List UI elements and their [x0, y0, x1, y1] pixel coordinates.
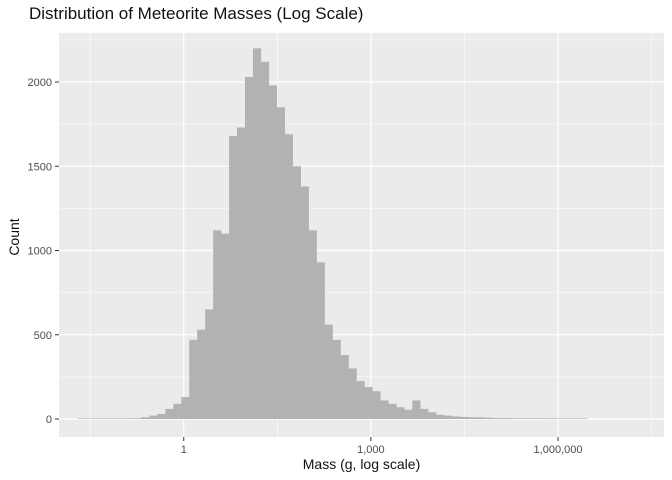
y-axis-label: Count — [6, 218, 22, 256]
histogram-bar — [356, 381, 365, 419]
histogram-bar — [117, 418, 126, 419]
histogram-bar — [491, 417, 501, 419]
histogram-bar — [348, 368, 357, 419]
histogram-bar — [292, 166, 301, 419]
histogram-bar — [340, 354, 349, 419]
histogram-bar — [252, 48, 262, 420]
histogram-bar — [109, 418, 118, 419]
histogram-bar — [396, 407, 405, 419]
histogram-bar — [436, 414, 445, 419]
histogram-bar — [205, 309, 214, 419]
histogram-bar — [244, 76, 254, 419]
chart-title: Distribution of Meteorite Masses (Log Sc… — [29, 4, 364, 23]
histogram-bar — [555, 418, 564, 419]
histogram-bar — [181, 397, 190, 419]
histogram-bar — [93, 418, 102, 419]
histogram-bar — [547, 418, 556, 419]
histogram-bar — [523, 418, 532, 419]
histogram-bar — [197, 329, 206, 419]
histogram-bar — [316, 262, 325, 419]
x-tick-label: 1 — [181, 444, 187, 456]
histogram-bar — [213, 230, 222, 419]
y-tick-label: 1000 — [28, 246, 52, 258]
histogram-bar — [468, 417, 477, 419]
x-tick-label: 1,000 — [357, 444, 385, 456]
histogram-bar — [165, 408, 174, 419]
histogram-bar — [284, 134, 293, 420]
histogram-bar — [499, 418, 509, 419]
histogram-bar — [101, 418, 110, 419]
histogram-bar — [412, 400, 421, 419]
histogram-bar — [579, 418, 588, 419]
histogram-bar — [157, 413, 166, 419]
histogram-bar — [372, 391, 381, 419]
y-tick-label: 500 — [34, 330, 52, 342]
histogram-bar — [221, 233, 230, 419]
histogram-bar — [380, 400, 389, 419]
histogram-bar — [237, 127, 246, 420]
histogram-bar — [531, 418, 540, 419]
histogram-bar — [475, 417, 485, 419]
histogram-bar — [364, 386, 373, 419]
histogram-bar — [173, 403, 182, 419]
histogram-bar — [404, 409, 413, 419]
histogram-bar — [483, 417, 493, 419]
histogram-bar — [77, 418, 86, 419]
histogram-bar — [149, 415, 158, 419]
histogram-bar — [229, 135, 238, 420]
x-tick-label: 1,000,000 — [534, 444, 583, 456]
histogram-bar — [539, 418, 548, 419]
histogram-bar — [260, 61, 270, 419]
histogram-bar — [571, 418, 580, 419]
y-tick-label: 1500 — [28, 161, 52, 173]
histogram-bar — [444, 415, 453, 419]
histogram-bar — [308, 230, 317, 419]
histogram-bar — [460, 416, 469, 419]
histogram-bar — [189, 339, 198, 419]
histogram-bar — [332, 339, 341, 419]
histogram-bar — [388, 403, 397, 419]
y-tick-label: 2000 — [28, 77, 52, 89]
histogram-bar — [420, 408, 429, 419]
histogram-bar — [276, 107, 286, 420]
histogram-bar — [563, 418, 572, 419]
histogram-bar — [133, 418, 142, 419]
histogram-bar — [268, 85, 278, 420]
x-axis-label: Mass (g, log scale) — [302, 456, 421, 472]
histogram-bar — [141, 417, 150, 419]
histogram-bar — [428, 412, 437, 419]
histogram-bar — [515, 418, 524, 419]
histogram-bar — [85, 418, 94, 419]
histogram-bar — [300, 186, 309, 419]
histogram-bar — [452, 416, 461, 419]
histogram-bar — [507, 418, 517, 419]
histogram-bar — [125, 418, 134, 419]
y-tick-label: 0 — [46, 414, 52, 426]
histogram-bar — [324, 324, 333, 419]
plot-panel — [59, 33, 664, 437]
